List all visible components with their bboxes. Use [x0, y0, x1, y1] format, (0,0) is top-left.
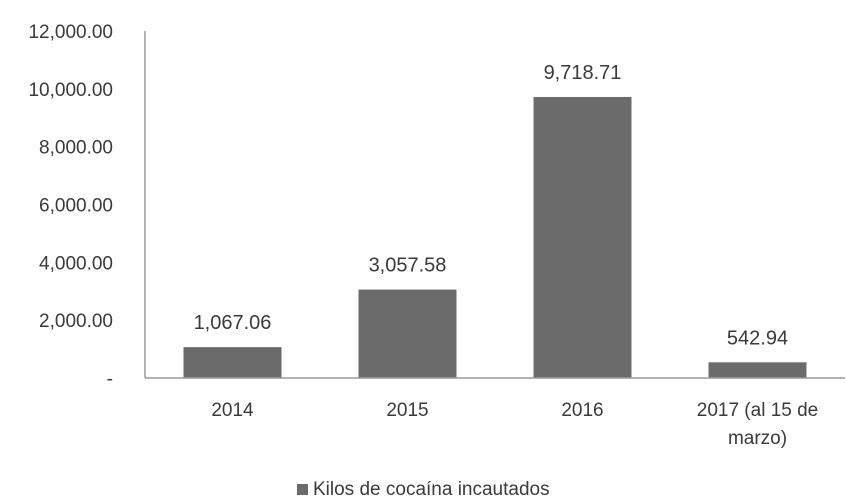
- bar: [358, 289, 457, 378]
- data-label: 542.94: [727, 327, 788, 349]
- legend-swatch: [297, 484, 308, 495]
- bar: [183, 347, 282, 378]
- x-tick-label: 2016: [561, 400, 603, 421]
- data-label: 9,718.71: [544, 62, 622, 84]
- y-tick-label: 2,000.00: [39, 311, 113, 332]
- y-tick-label: 8,000.00: [39, 138, 113, 159]
- y-tick-label: 12,000.00: [28, 22, 113, 43]
- y-tick-label: 4,000.00: [39, 253, 113, 274]
- y-axis: - 2,000.00 4,000.00 6,000.00 8,000.00 10,000.…: [28, 22, 146, 390]
- bar: [708, 362, 807, 378]
- y-tick-label: 10,000.00: [28, 80, 113, 101]
- legend-label: Kilos de cocaína incautados: [313, 479, 550, 500]
- bars: 1,067.06 3,057.58 9,718.71 542.94: [183, 62, 807, 379]
- bar: [533, 96, 632, 379]
- y-tick-label: 6,000.00: [39, 196, 113, 217]
- x-tick-label: 2017 (al 15 de: [697, 400, 819, 421]
- data-label: 1,067.06: [194, 312, 272, 334]
- legend: Kilos de cocaína incautados: [297, 479, 550, 500]
- data-label: 3,057.58: [369, 255, 447, 277]
- y-tick-label: -: [107, 369, 113, 390]
- x-tick-label: 2014: [211, 400, 254, 421]
- x-axis: 2014 2015 2016 2017 (al 15 de marzo): [145, 377, 845, 449]
- x-tick-label: marzo): [728, 428, 787, 449]
- x-tick-label: 2015: [386, 400, 428, 421]
